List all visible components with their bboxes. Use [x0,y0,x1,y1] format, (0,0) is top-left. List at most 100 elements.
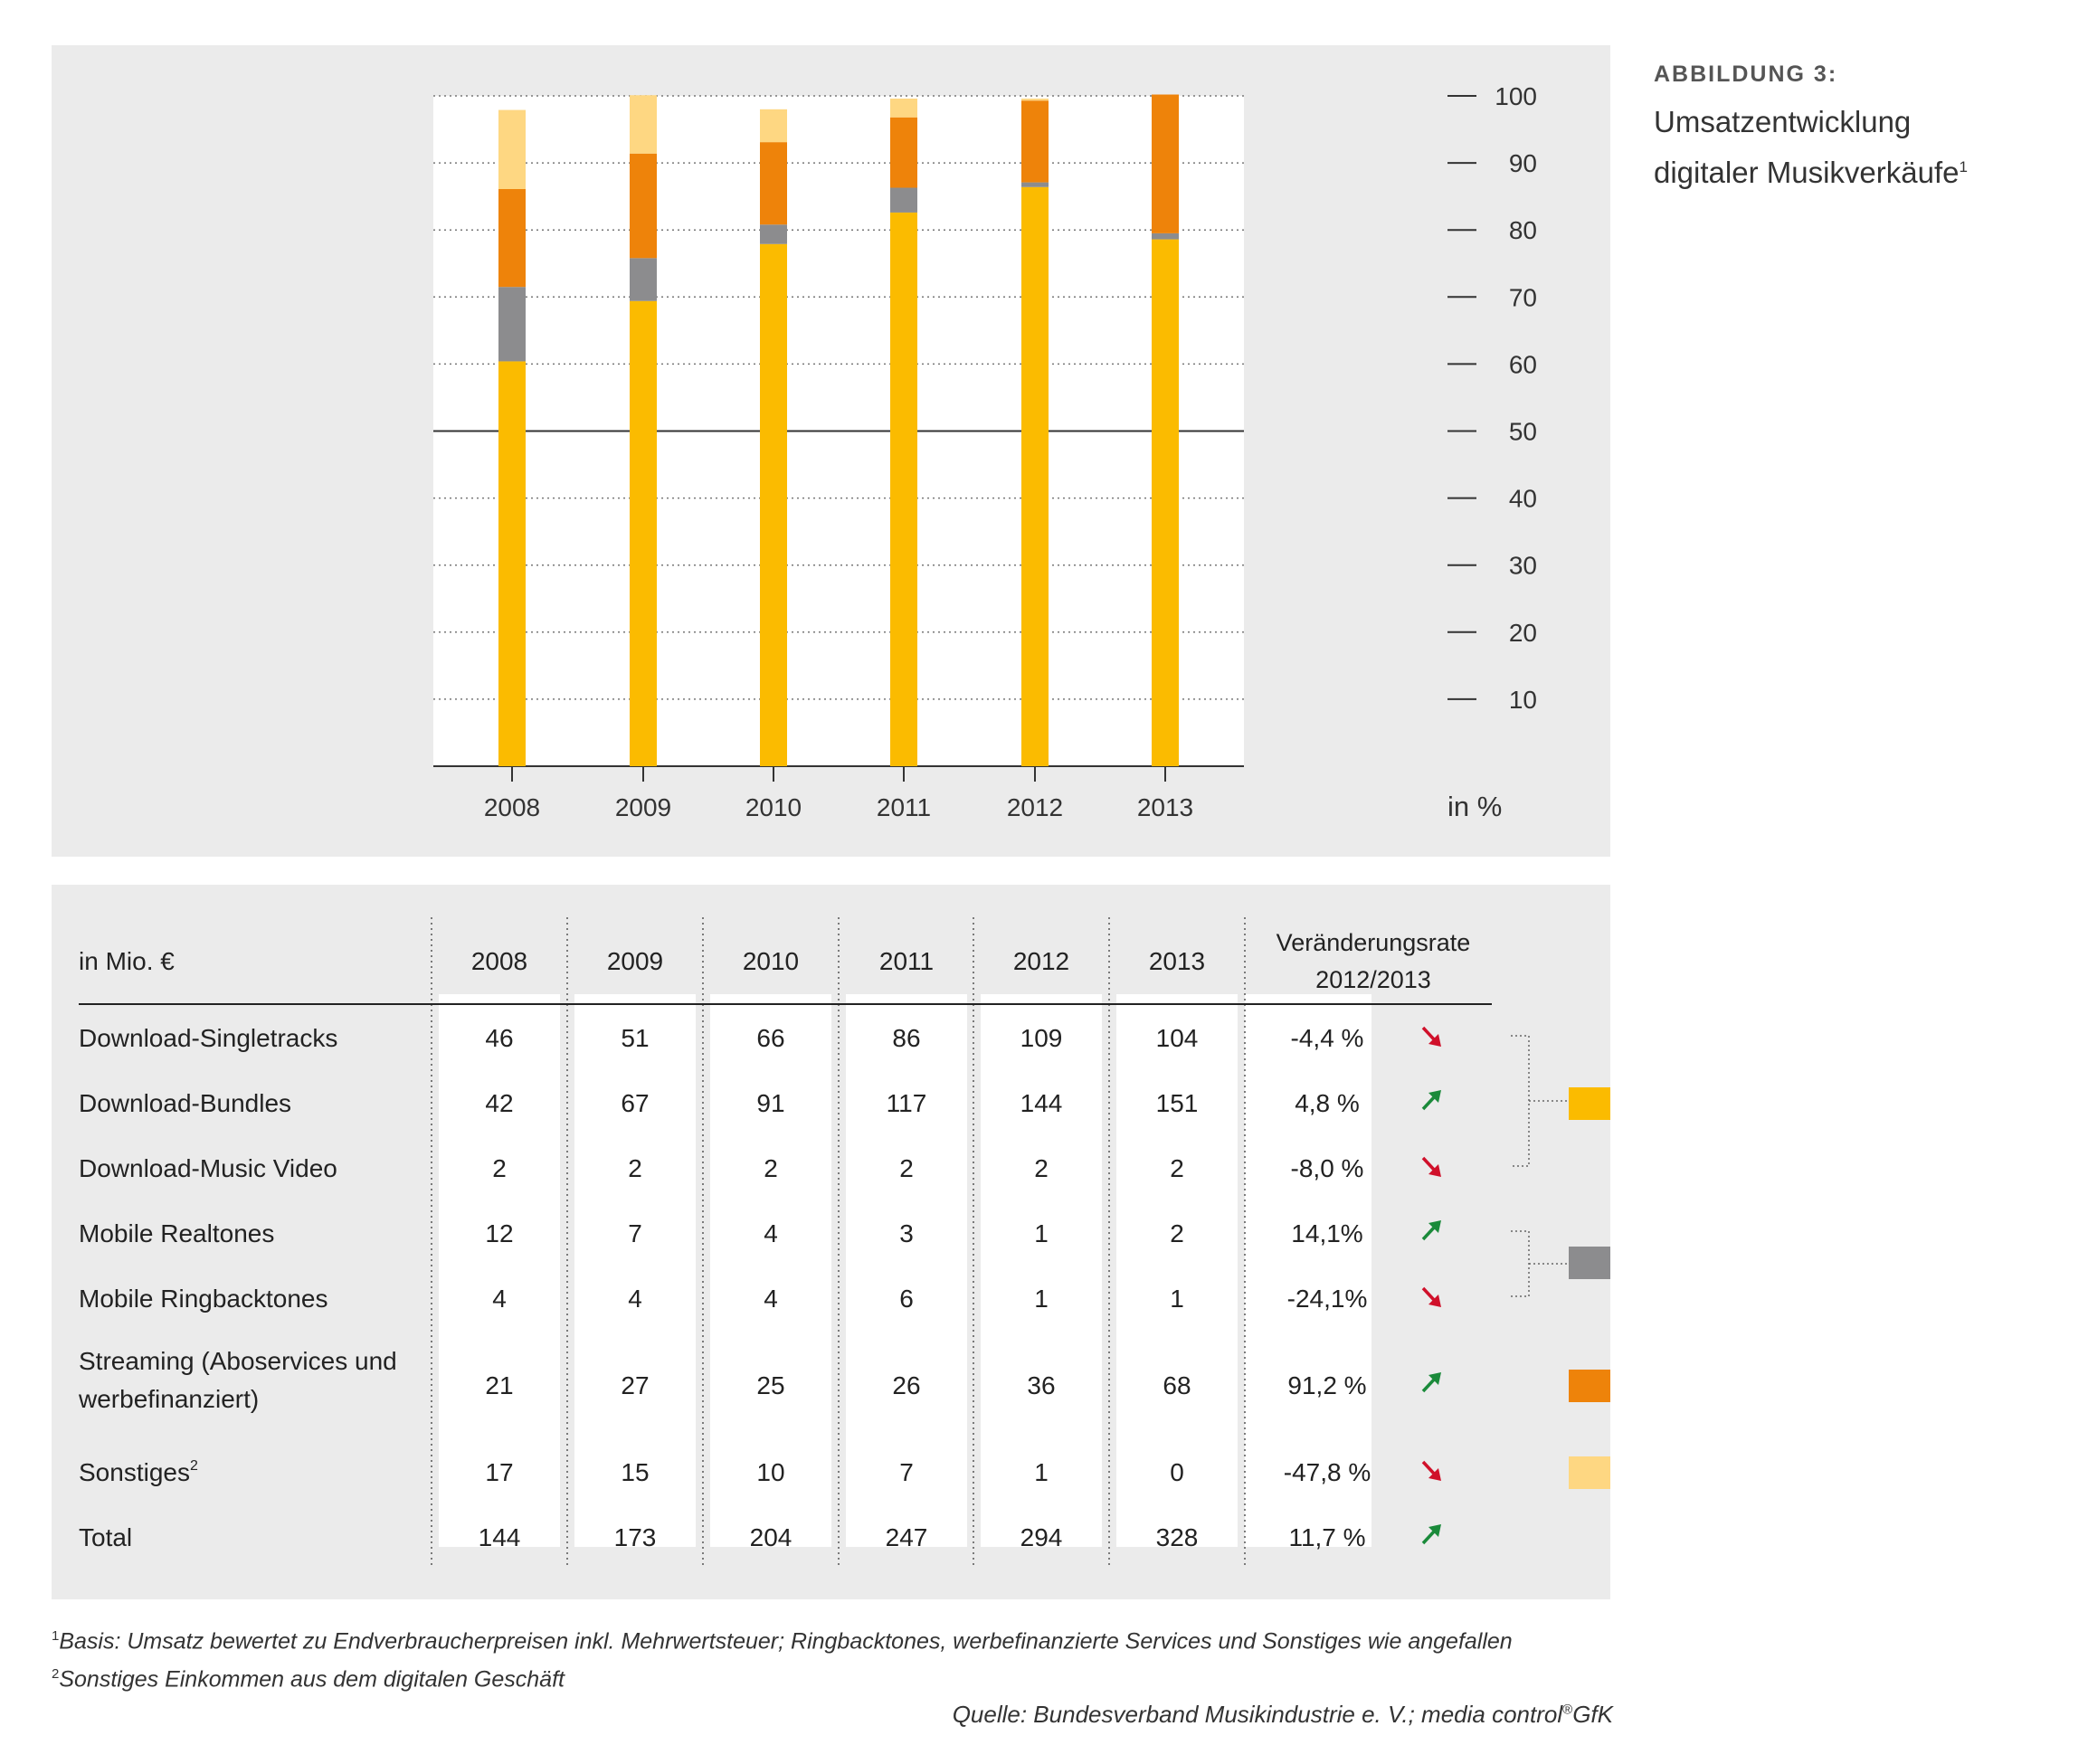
arrow-head [1428,1164,1441,1177]
y-tick-label: 90 [1509,149,1537,177]
table-cell: 46 [485,1024,513,1052]
change-header-line1: Veränderungsrate [1277,929,1471,956]
bar-segment-sonstiges-2008 [498,109,526,189]
bar-segment-download-2011 [890,212,917,766]
year-column-bg [981,994,1102,1547]
arrow-shaft [1421,1225,1437,1241]
table-cell: 67 [621,1089,649,1117]
table-cell: 247 [886,1523,928,1551]
arrow-shaft [1421,1095,1437,1111]
change-value: 14,1% [1291,1219,1362,1247]
table-header-year: 2009 [607,947,663,975]
source-registered-mark: ® [1562,1702,1573,1718]
source-note: Quelle: Bundesverband Musikindustrie e. … [953,1701,1613,1729]
figure-title-footnote-ref: 1 [1959,158,1968,175]
figure-title: Umsatzentwicklung digitaler Musikverkäuf… [1654,100,2052,195]
row-label: Sonstiges2 [79,1458,198,1486]
year-column-bg [710,994,831,1547]
change-value: -8,0 % [1291,1154,1364,1182]
year-column-bg [574,994,696,1547]
y-tick-label: 70 [1509,283,1537,311]
arrow-shaft [1421,1026,1437,1042]
table-cell: 1 [1034,1285,1049,1313]
arrow-shaft [1421,1286,1437,1303]
x-tick-label: 2010 [745,793,802,821]
bar-segment-streaming-2012 [1021,100,1049,183]
arrow-head [1428,1468,1441,1481]
x-tick-label: 2011 [877,793,931,821]
row-label-line2: werbefinanziert) [78,1385,259,1413]
figure-title-line1: Umsatzentwicklung [1654,105,1912,138]
year-column-bg [439,994,560,1547]
table-cell: 51 [621,1024,649,1052]
row-label: Mobile Realtones [79,1219,274,1247]
bar-segment-download-2013 [1152,239,1179,767]
bar-segment-download-2009 [630,300,657,767]
table-cell: 144 [479,1523,521,1551]
footnote-2-text: Sonstiges Einkommen aus dem digitalen Ge… [59,1666,565,1693]
table-cell: 17 [485,1458,513,1486]
table-cell: 1 [1034,1219,1049,1247]
table-cell: 7 [899,1458,914,1486]
bar-segment-download-2008 [498,361,526,766]
legend-swatch-streaming [1569,1370,1610,1402]
change-header-line2: 2012/2013 [1315,966,1431,993]
legend-swatch-sonstiges [1569,1456,1610,1489]
footnote-2: 2Sonstiges Einkommen aus dem digitalen G… [52,1666,565,1693]
table-cell: 86 [892,1024,920,1052]
table-cell: 2 [1170,1154,1184,1182]
arrow-shaft [1421,1529,1437,1545]
table-cell: 294 [1020,1523,1063,1551]
table-cell: 36 [1027,1371,1055,1399]
bar-segment-mobile-2009 [630,258,657,301]
table-cell: 0 [1170,1458,1184,1486]
table-cell: 204 [750,1523,792,1551]
x-tick-label: 2013 [1137,793,1193,821]
table-cell: 68 [1163,1371,1191,1399]
arrow-down-icon [1421,1026,1441,1047]
x-tick-label: 2012 [1007,793,1063,821]
bar-segment-sonstiges-2010 [760,109,787,143]
arrow-head [1428,1295,1441,1307]
unit-label: in % [1447,791,1502,822]
change-column-bg [1245,994,1371,1547]
table-cell: 10 [756,1458,784,1486]
bar-segment-download-2010 [760,243,787,766]
change-value: -24,1% [1287,1285,1368,1313]
bar-segment-mobile-2011 [890,187,917,213]
bar-segment-streaming-2013 [1152,94,1179,233]
y-tick-label: 20 [1509,619,1537,647]
footnote-1-marker: 1 [52,1628,60,1644]
table-cell: 144 [1020,1089,1063,1117]
arrow-up-icon [1421,1220,1441,1241]
table-cell: 2 [764,1154,778,1182]
footnote-2-marker: 2 [52,1666,60,1682]
arrow-up-icon [1421,1524,1441,1545]
y-tick-label: 10 [1509,686,1537,714]
bar-segment-sonstiges-2012 [1021,98,1049,101]
x-tick-label: 2008 [484,793,540,821]
table-cell: 1 [1170,1285,1184,1313]
arrow-down-icon [1421,1156,1441,1177]
table-cell: 2 [899,1154,914,1182]
table-cell: 4 [764,1219,778,1247]
row-label: Mobile Ringbacktones [79,1285,328,1313]
table-header-year: 2008 [471,947,527,975]
bar-segment-sonstiges-2011 [890,98,917,118]
mobile-group-bracket [1511,1230,1567,1297]
arrow-down-icon [1421,1460,1441,1481]
data-table-panel: in Mio. €2008 2009 2010 2011 2012 2013 Verände… [52,885,1610,1599]
table-cell: 109 [1020,1024,1063,1052]
table-cell: 27 [621,1371,649,1399]
table-cell: 173 [614,1523,657,1551]
table-header-year: 2012 [1013,947,1069,975]
y-tick-label: 100 [1495,82,1537,110]
chart-panel: 100 90 80 70 60 50 40 30 20 10 2008 2009 2010 2011 201… [52,45,1610,857]
arrow-up-icon [1421,1372,1441,1393]
table-cell: 2 [1034,1154,1049,1182]
bar-segment-streaming-2010 [760,142,787,225]
table-cell: 21 [485,1371,513,1399]
legend-swatch-download [1569,1087,1610,1120]
bar-segment-mobile-2013 [1152,232,1179,240]
